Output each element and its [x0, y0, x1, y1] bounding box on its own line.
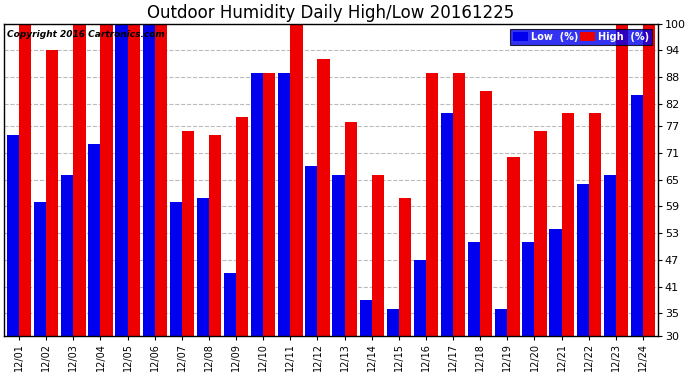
Text: Copyright 2016 Cartronics.com: Copyright 2016 Cartronics.com	[8, 30, 165, 39]
Bar	[522, 242, 535, 336]
Bar	[182, 131, 194, 336]
Bar	[495, 309, 507, 336]
Bar	[631, 95, 643, 336]
Bar	[209, 135, 221, 336]
Bar	[507, 158, 520, 336]
Bar	[643, 24, 656, 336]
Bar	[535, 131, 546, 336]
Bar	[236, 117, 248, 336]
Bar	[278, 73, 290, 336]
Bar	[155, 24, 167, 336]
Bar	[290, 24, 302, 336]
Bar	[414, 260, 426, 336]
Bar	[616, 24, 628, 336]
Bar	[305, 166, 317, 336]
Bar	[73, 24, 86, 336]
Bar	[480, 91, 493, 336]
Bar	[372, 175, 384, 336]
Bar	[604, 175, 616, 336]
Bar	[101, 24, 112, 336]
Bar	[317, 59, 330, 336]
Bar	[128, 24, 140, 336]
Bar	[61, 175, 73, 336]
Bar	[453, 73, 465, 336]
Bar	[333, 175, 344, 336]
Bar	[359, 300, 372, 336]
Bar	[251, 73, 263, 336]
Bar	[441, 113, 453, 336]
Bar	[549, 229, 562, 336]
Bar	[143, 24, 155, 336]
Bar	[562, 113, 574, 336]
Legend: Low  (%), High  (%): Low (%), High (%)	[511, 29, 652, 45]
Title: Outdoor Humidity Daily High/Low 20161225: Outdoor Humidity Daily High/Low 20161225	[148, 4, 515, 22]
Bar	[589, 113, 601, 336]
Bar	[468, 242, 480, 336]
Bar	[115, 24, 128, 336]
Bar	[19, 24, 31, 336]
Bar	[263, 73, 275, 336]
Bar	[7, 135, 19, 336]
Bar	[46, 51, 59, 336]
Bar	[224, 273, 236, 336]
Bar	[386, 309, 399, 336]
Bar	[399, 198, 411, 336]
Bar	[170, 202, 182, 336]
Bar	[197, 198, 209, 336]
Bar	[88, 144, 101, 336]
Bar	[426, 73, 438, 336]
Bar	[344, 122, 357, 336]
Bar	[34, 202, 46, 336]
Bar	[577, 184, 589, 336]
